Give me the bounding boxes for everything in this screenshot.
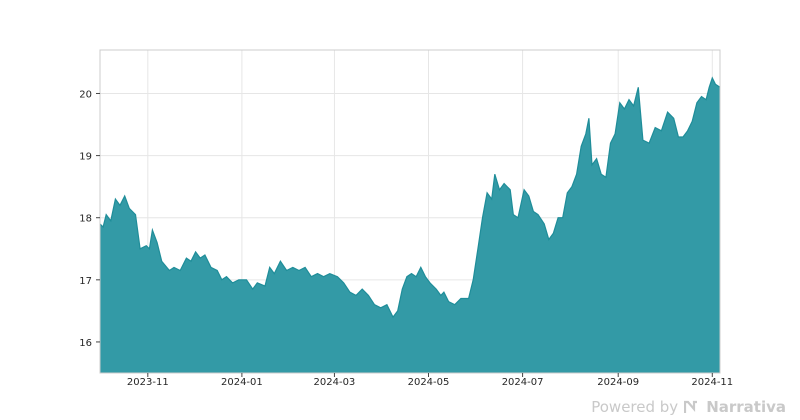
x-tick-label: 2024-09 <box>597 377 639 388</box>
footer-attribution: Powered by Narrativa <box>591 398 786 416</box>
x-axis-ticks: 2023-11 2024-01 2024-03 2024-05 2024-07 2024-… <box>127 373 733 388</box>
x-tick-label: 2024-11 <box>691 377 733 388</box>
x-tick-label: 2024-07 <box>502 377 544 388</box>
y-tick-label: 20 <box>79 89 92 100</box>
x-tick-label: 2023-11 <box>127 377 169 388</box>
narrativa-logo-icon <box>684 400 698 413</box>
x-tick-label: 2024-03 <box>314 377 356 388</box>
brand-name: Narrativa <box>706 398 786 416</box>
price-line <box>99 76 721 319</box>
y-tick-label: 18 <box>79 214 92 225</box>
y-tick-label: 16 <box>79 338 92 349</box>
powered-by-text: Powered by <box>591 398 679 416</box>
plot-area-border <box>99 49 721 374</box>
y-axis-ticks: 16 17 18 19 20 <box>79 89 100 349</box>
y-tick-label: 19 <box>79 152 92 163</box>
x-tick-label: 2024-05 <box>408 377 450 388</box>
price-area <box>100 78 720 373</box>
y-tick-label: 17 <box>79 276 92 287</box>
x-tick-label: 2024-01 <box>221 377 263 388</box>
